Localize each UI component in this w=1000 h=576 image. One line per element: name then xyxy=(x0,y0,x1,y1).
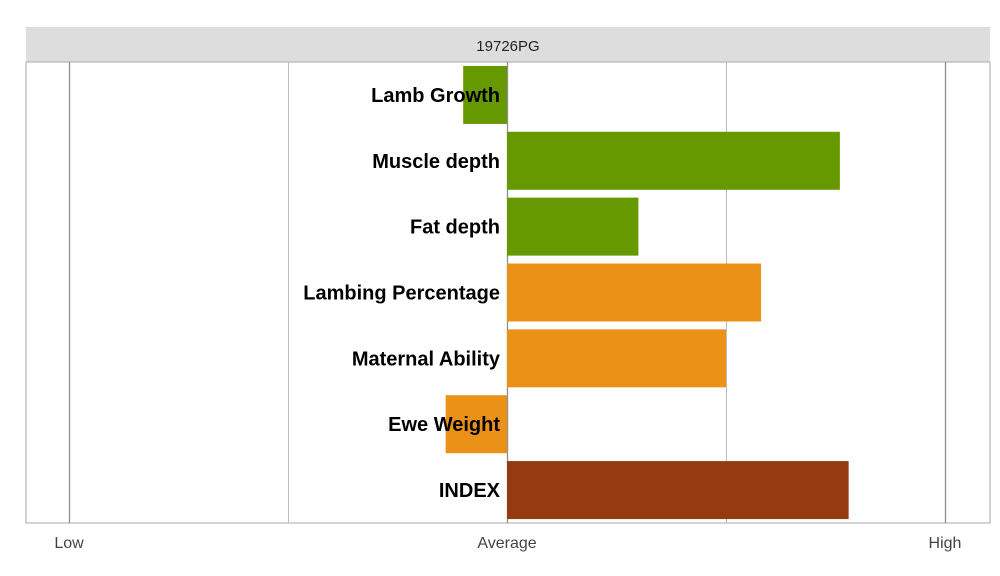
category-label: Lambing Percentage xyxy=(303,283,500,305)
category-label: Fat depth xyxy=(410,217,500,239)
bar-lambing-percentage xyxy=(507,263,762,322)
bars xyxy=(445,65,849,520)
category-label: INDEX xyxy=(439,480,501,502)
bar-fat-depth xyxy=(507,197,639,256)
bar-muscle-depth xyxy=(507,131,840,190)
x-axis-ticks: Low Average High xyxy=(54,535,961,552)
title-band xyxy=(26,27,990,62)
bar-index xyxy=(507,461,849,520)
category-label: Ewe Weight xyxy=(388,414,500,436)
bar-maternal-ability xyxy=(507,329,726,388)
bar-ewe-weight xyxy=(445,395,507,454)
x-tick-label: High xyxy=(929,535,962,552)
category-label: Maternal Ability xyxy=(352,348,501,370)
category-label: Muscle depth xyxy=(372,151,500,173)
x-tick-label: Low xyxy=(54,535,84,552)
chart-title: 19726PG xyxy=(476,38,539,55)
x-tick-label: Average xyxy=(477,535,536,552)
bar-lamb-growth xyxy=(463,65,507,124)
category-label: Lamb Growth xyxy=(371,85,500,107)
category-labels: Lamb Growth Muscle depth Fat depth Lambing … xyxy=(303,85,501,502)
